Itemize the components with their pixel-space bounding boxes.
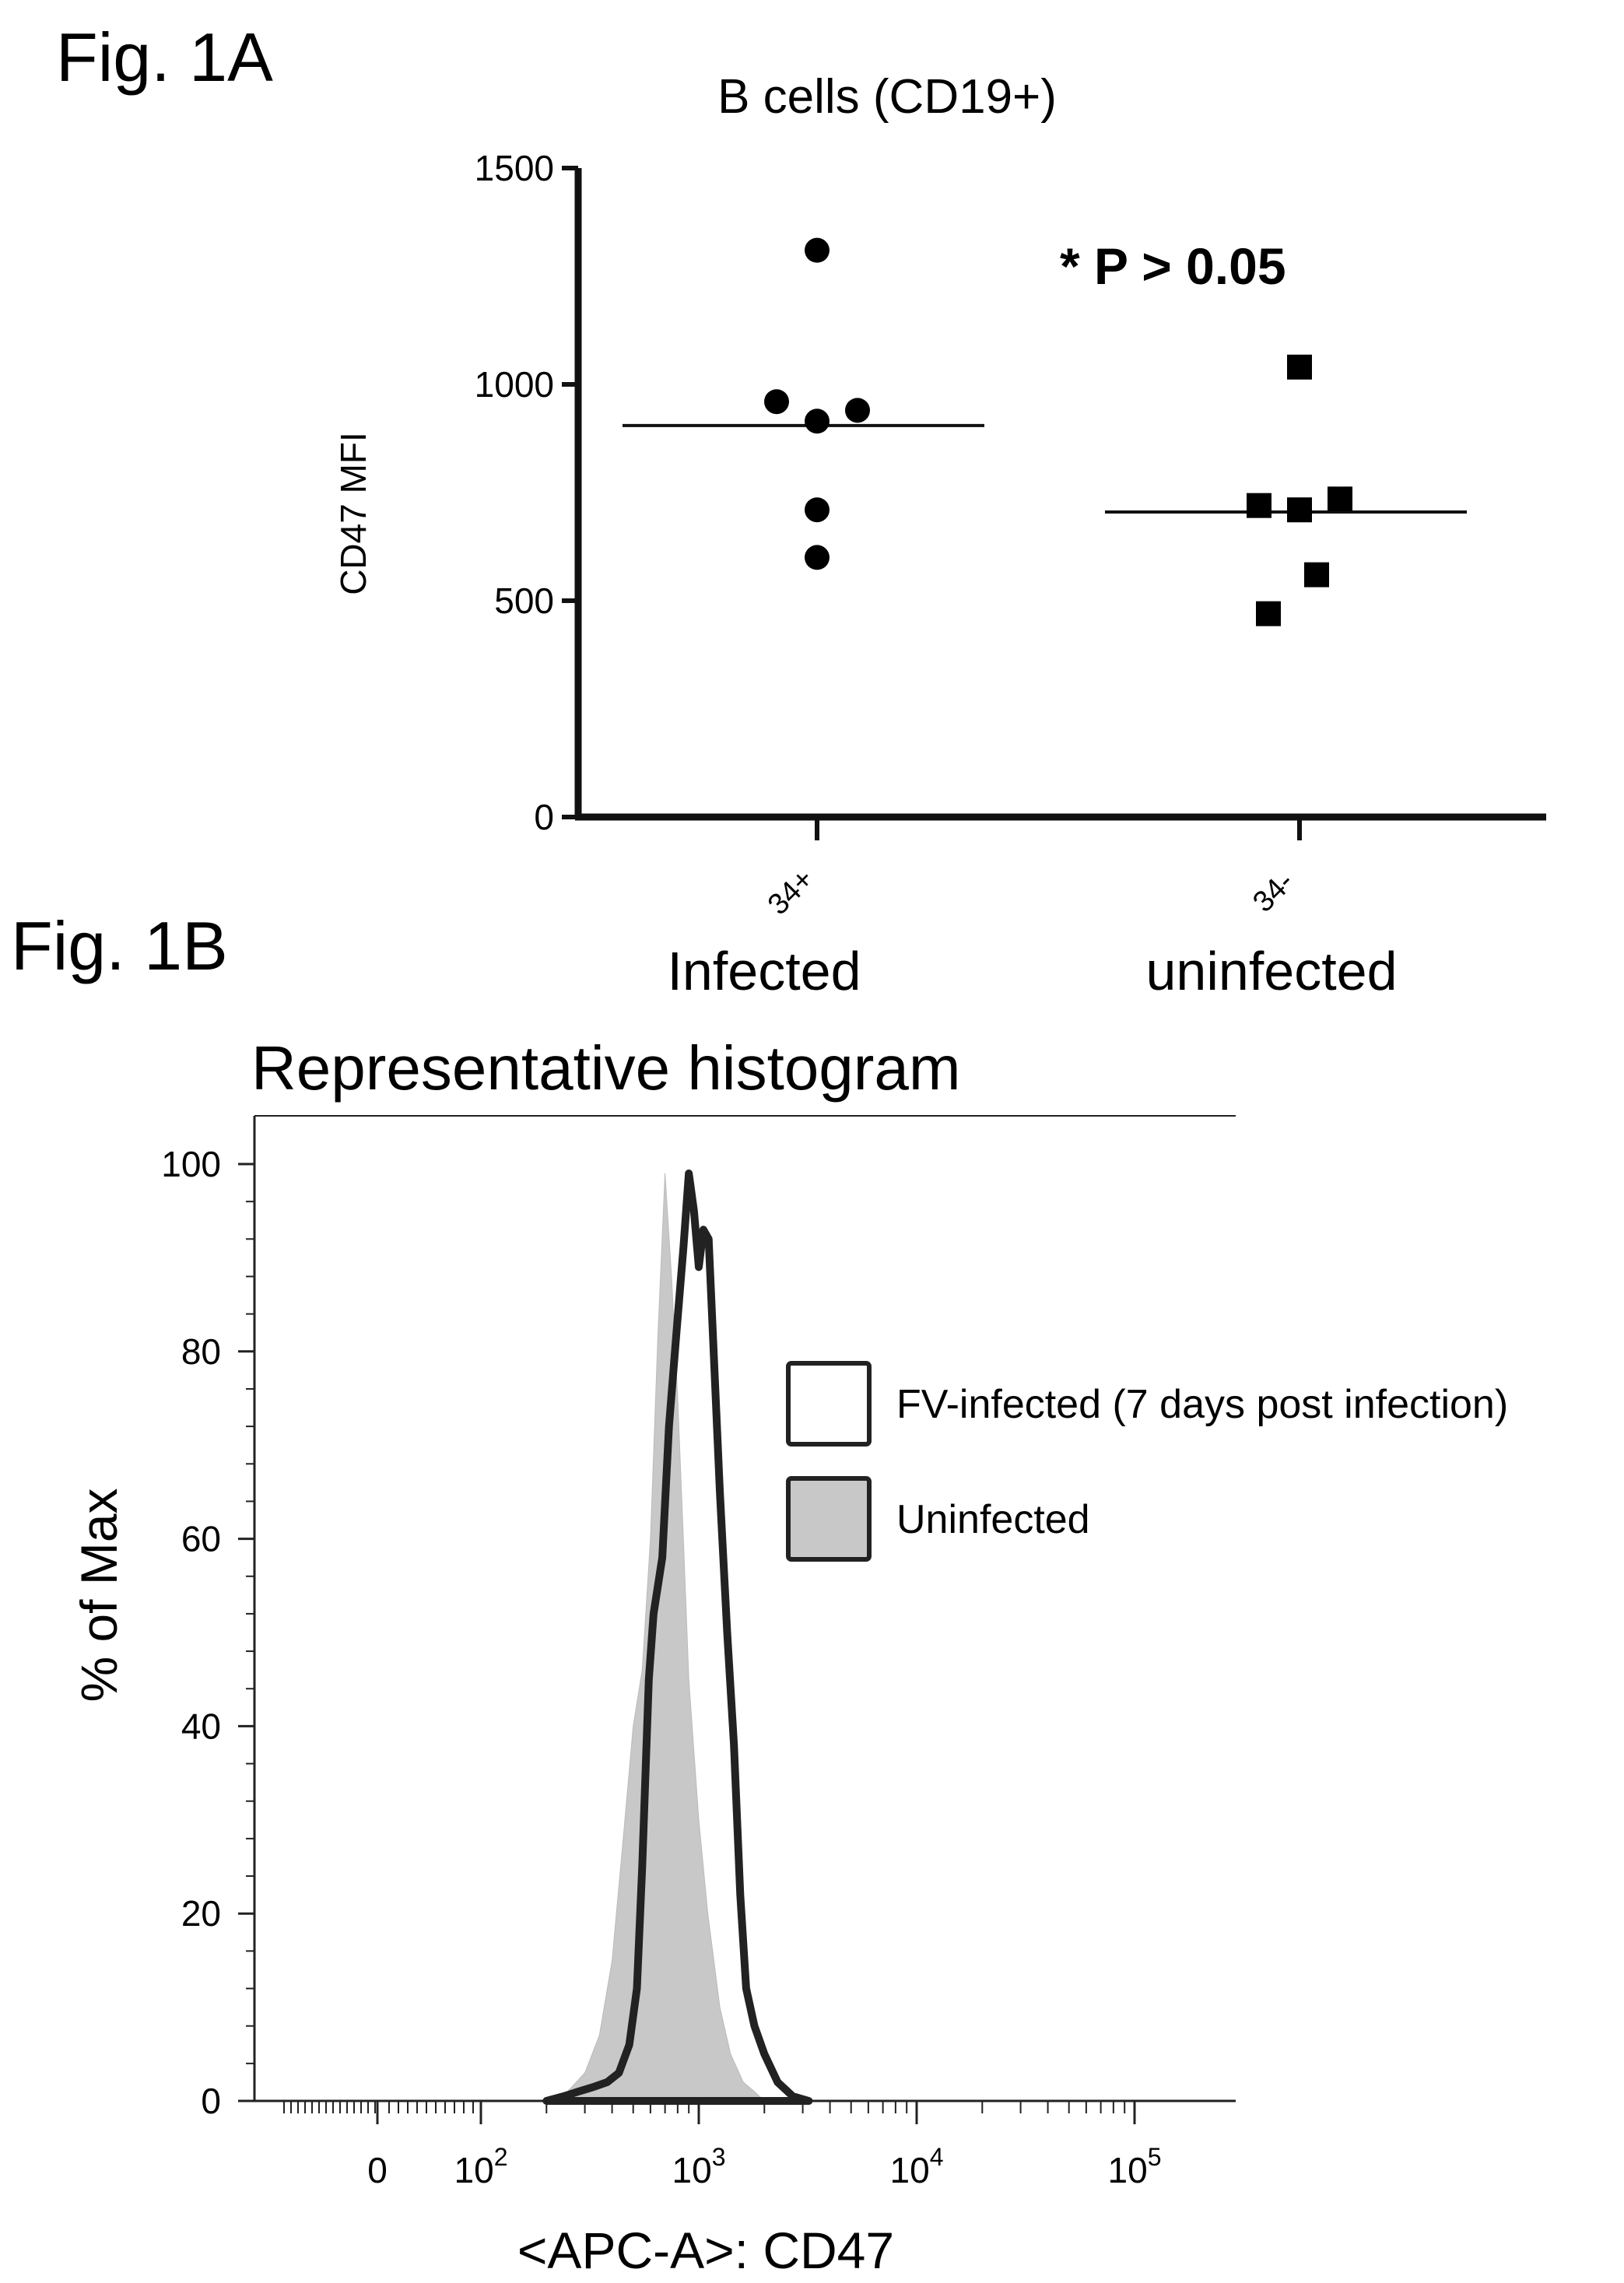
panel-a-point-circle <box>805 409 830 434</box>
panel-b-x-axis-label: <APC-A>: CD47 <box>517 2222 894 2279</box>
panel-a-point-square <box>1328 486 1352 512</box>
panel-a-category-label: 34+ <box>762 863 820 921</box>
panel-a-point-circle <box>805 237 830 263</box>
panel-a-point-circle <box>805 497 830 523</box>
panel-b-x-tick-label: 104 <box>890 2143 944 2190</box>
panel-a-point-square <box>1287 354 1312 380</box>
panel-b-legend-swatch <box>786 1361 872 1447</box>
panel-a-y-tick-label: 500 <box>494 580 554 621</box>
panel-a-point-square <box>1287 497 1312 523</box>
panel-b-legend-swatch <box>786 1476 872 1562</box>
panel-a-point-square <box>1256 601 1281 626</box>
fig-1b-label: Fig. 1B <box>11 907 228 984</box>
panel-a-point-circle <box>805 545 830 570</box>
panel-b-histogram-chart: Representative histogram % of Max <APC-A… <box>70 1033 1508 2279</box>
panel-a-y-tick-label: 1000 <box>475 364 554 405</box>
panel-b-y-tick-label: 80 <box>181 1331 221 1372</box>
panel-b-x-tick-label: 102 <box>454 2143 508 2190</box>
panel-a-y-tick-label: 1500 <box>475 148 554 188</box>
panel-b-y-tick-label: 60 <box>181 1519 221 1559</box>
panel-a-point-square <box>1247 493 1271 518</box>
panel-a-point-square <box>1304 562 1329 587</box>
panel-b-legend-label: Uninfected <box>896 1497 1090 1542</box>
panel-a-point-circle <box>845 398 870 423</box>
panel-b-y-tick-label: 0 <box>201 2081 221 2121</box>
panel-b-y-tick-label: 40 <box>181 1706 221 1746</box>
panel-b-legend-label: FV-infected (7 days post infection) <box>896 1382 1508 1427</box>
panel-b-y-axis-label: % of Max <box>70 1488 128 1702</box>
panel-b-y-tick-label: 100 <box>161 1144 221 1184</box>
panel-b-infected-histogram <box>542 1170 813 2105</box>
panel-a-scatter-chart: B cells (CD19+) * P > 0.05 CD47 MFI 0 500… <box>333 70 1546 1001</box>
panel-a-group-label: uninfected <box>1145 941 1397 1001</box>
panel-a-title: B cells (CD19+) <box>717 70 1057 124</box>
panel-b-x-tick-label: 0 <box>367 2150 388 2190</box>
panel-a-group-label: Infected <box>667 941 861 1001</box>
panel-a-y-tick-label: 0 <box>534 797 554 837</box>
fig-1a-label: Fig. 1A <box>56 19 273 96</box>
panel-a-point-circle <box>764 389 789 415</box>
panel-b-x-tick-label: 105 <box>1108 2143 1162 2190</box>
panel-a-y-axis-label: CD47 MFI <box>333 432 374 595</box>
panel-b-legend: FV-infected (7 days post infection) Uninf… <box>786 1361 1508 1562</box>
panel-a-category-label: 34- <box>1247 865 1300 919</box>
panel-b-x-tick-label: 103 <box>672 2143 726 2190</box>
panel-b-y-tick-label: 20 <box>181 1893 221 1934</box>
panel-b-title: Representative histogram <box>251 1033 961 1103</box>
panel-a-annotation: * P > 0.05 <box>1060 237 1286 295</box>
